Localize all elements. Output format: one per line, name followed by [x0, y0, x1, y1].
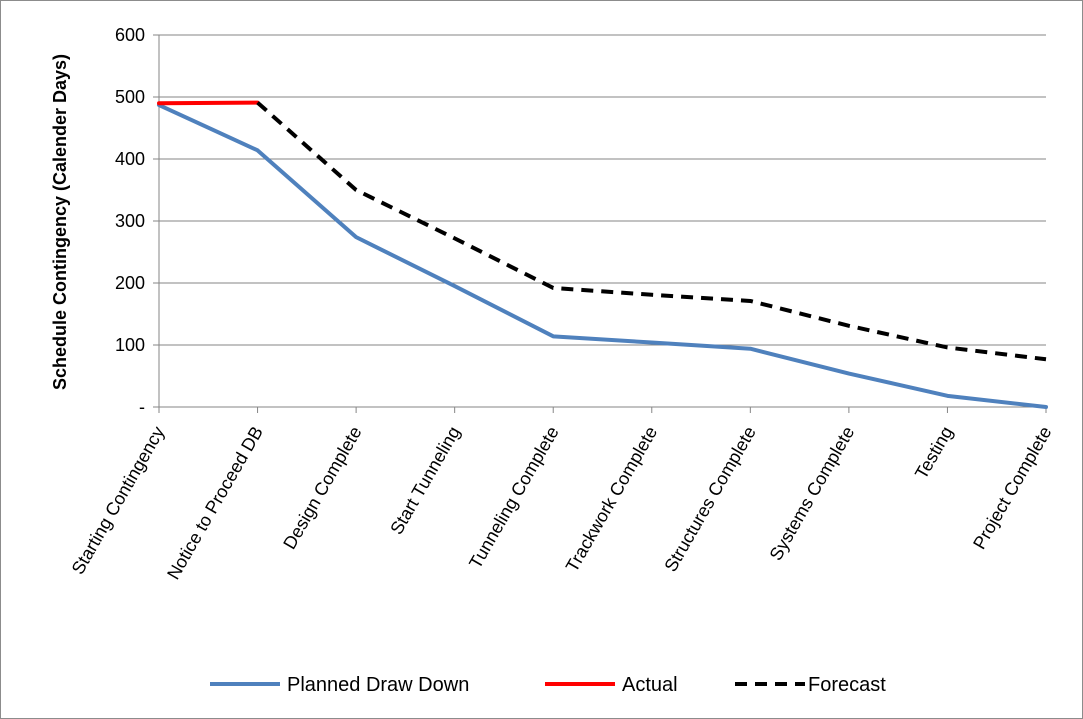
- legend-label: Planned Draw Down: [287, 674, 469, 696]
- x-tick-label: Start Tunneling: [386, 423, 464, 538]
- gridlines: [153, 34, 1046, 408]
- y-tick-label: 400: [115, 149, 145, 169]
- x-tick-label: Trackwork Complete: [562, 423, 662, 575]
- x-tick-label: Starting Contingency: [68, 423, 169, 578]
- axes: [158, 35, 1047, 413]
- y-tick-label: -: [139, 397, 145, 417]
- y-axis-label: Schedule Contingency (Calender Days): [50, 54, 70, 390]
- legend-label: Forecast: [808, 674, 886, 696]
- x-tick-label: Systems Complete: [766, 423, 859, 564]
- x-tick-label: Structures Complete: [660, 423, 759, 575]
- x-tick-label: Project Complete: [969, 423, 1055, 553]
- y-tick-label: 500: [115, 87, 145, 107]
- y-tick-label: 200: [115, 273, 145, 293]
- series-line-forecast: [256, 101, 1047, 362]
- y-tick-labels: - 100 200 300 400 500 600: [115, 25, 145, 417]
- series-lines: [157, 100, 1048, 409]
- legend-label: Actual: [622, 674, 678, 696]
- x-tick-label: Design Complete: [279, 423, 365, 553]
- y-tick-label: 300: [115, 211, 145, 231]
- series-line-planned-draw-down: [157, 103, 1048, 409]
- x-tick-label: Testing: [911, 423, 957, 482]
- series-line-actual: [157, 100, 260, 106]
- legend: Planned Draw Down Actual Forecast: [210, 674, 886, 696]
- x-tick-label: Tunneling Complete: [465, 423, 563, 572]
- y-tick-label: 100: [115, 335, 145, 355]
- y-tick-label: 600: [115, 25, 145, 45]
- x-tick-label: Notice to Proceed DB: [163, 423, 267, 583]
